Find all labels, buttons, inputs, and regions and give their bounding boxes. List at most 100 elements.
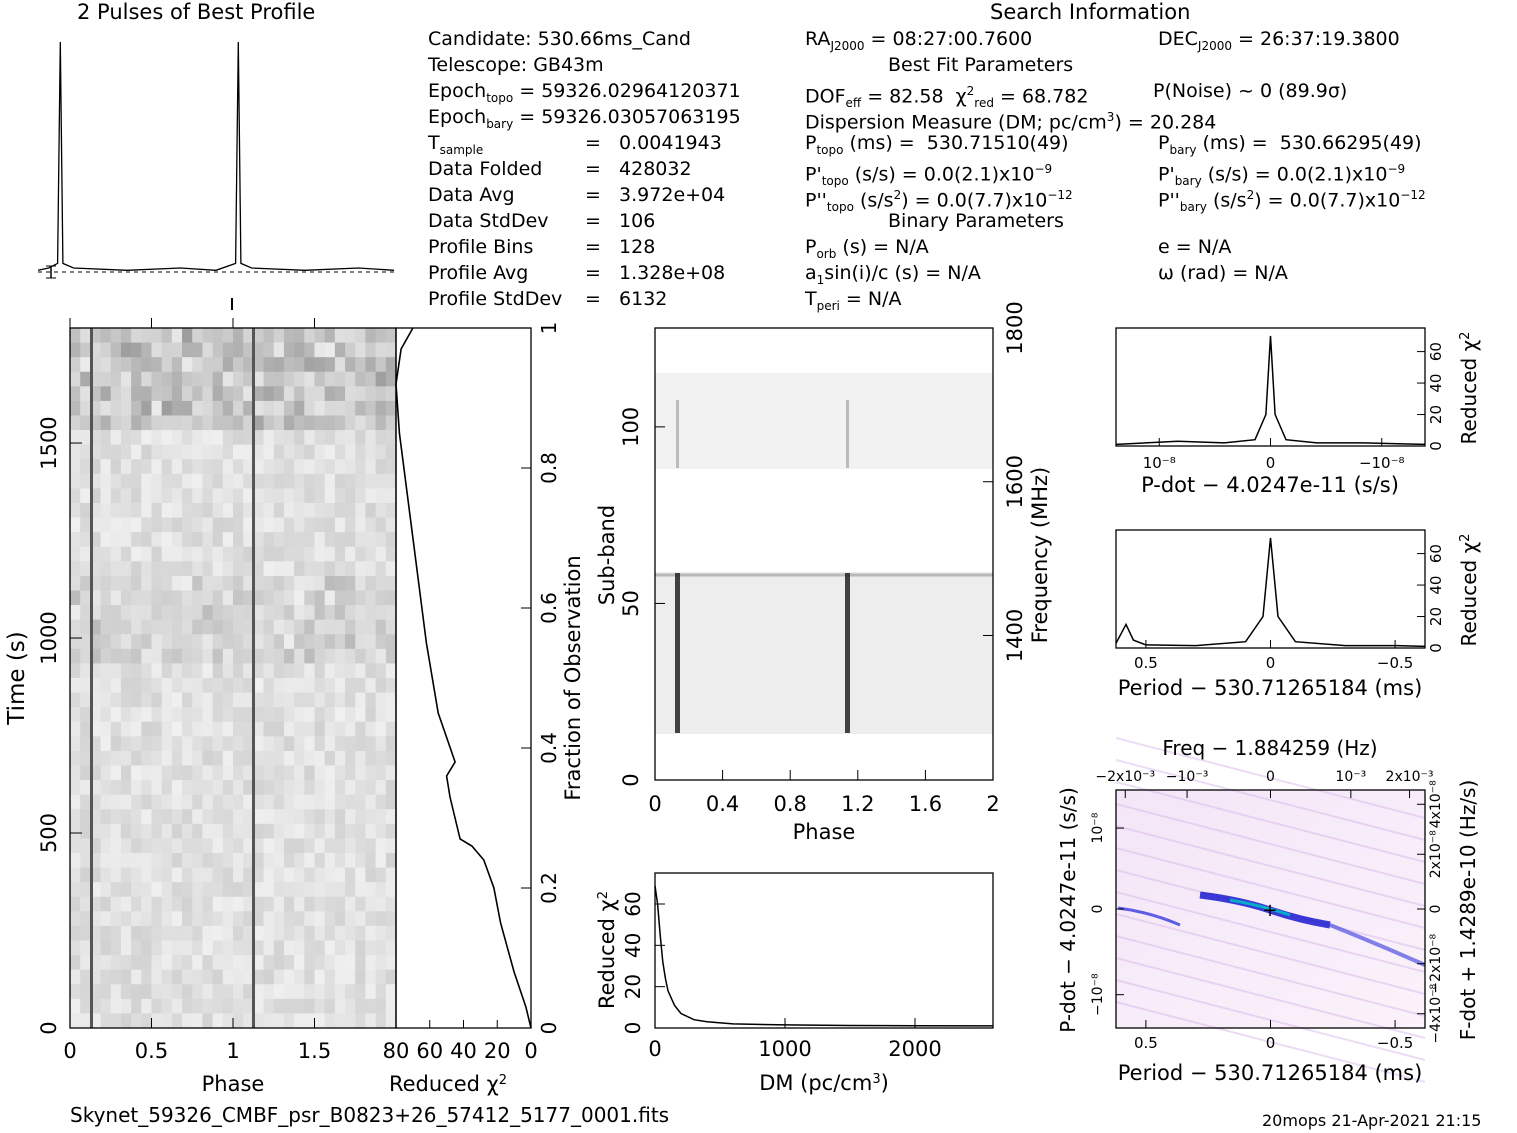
heatmap-cell bbox=[202, 955, 214, 971]
heatmap-cell bbox=[100, 503, 112, 518]
heatmap-cell bbox=[263, 357, 275, 373]
heatmap-cell bbox=[131, 925, 142, 941]
heatmap-cell bbox=[233, 473, 244, 489]
heatmap-cell bbox=[253, 532, 264, 548]
y-tick-label: 0 bbox=[619, 773, 643, 786]
pddot-bary-value: 0.0(7.7)x10 bbox=[1289, 189, 1401, 212]
heatmap-cell bbox=[263, 984, 275, 1000]
heatmap-cell bbox=[324, 721, 336, 737]
heatmap-cell bbox=[161, 400, 173, 416]
p-pdot-stripe bbox=[1115, 891, 1426, 973]
y-tick-label: 40 bbox=[1427, 576, 1445, 595]
heatmap-cell bbox=[263, 473, 275, 489]
x-tick-label: 2 bbox=[986, 792, 999, 816]
heatmap-cell bbox=[243, 969, 254, 985]
y-tick-label: 20 bbox=[1427, 607, 1445, 626]
heatmap-cell bbox=[70, 400, 81, 416]
heatmap-cell bbox=[345, 853, 356, 868]
heatmap-cell bbox=[161, 940, 173, 956]
heatmap-cell bbox=[192, 488, 203, 504]
heatmap-cell bbox=[263, 517, 275, 533]
heatmap-cell bbox=[90, 400, 101, 416]
heatmap-cell bbox=[243, 692, 254, 708]
heatmap-cell bbox=[385, 750, 397, 766]
heatmap-cell bbox=[263, 867, 275, 883]
x-tick-label: 0.5 bbox=[1134, 654, 1158, 672]
heatmap-cell bbox=[334, 750, 346, 766]
heatmap-cell bbox=[253, 503, 264, 518]
heatmap-cell bbox=[375, 532, 387, 548]
heatmap-cell bbox=[192, 328, 203, 343]
heatmap-cell bbox=[283, 386, 295, 402]
heatmap-cell bbox=[110, 794, 122, 810]
heatmap-cell bbox=[70, 794, 81, 810]
y-tick-label: 0 bbox=[537, 1022, 561, 1035]
heatmap-cell bbox=[385, 619, 397, 635]
heatmap-cell bbox=[192, 444, 203, 460]
heatmap-cell bbox=[110, 853, 122, 868]
heatmap-cell bbox=[263, 678, 275, 693]
heatmap-cell bbox=[90, 794, 101, 810]
heatmap-cell bbox=[345, 503, 356, 518]
heatmap-cell bbox=[161, 853, 173, 868]
heatmap-cell bbox=[314, 634, 326, 650]
heatmap-cell bbox=[182, 838, 193, 854]
heatmap-cell bbox=[90, 925, 101, 941]
heatmap-cell bbox=[182, 867, 193, 883]
heatmap-cell bbox=[375, 575, 387, 591]
heatmap-cell bbox=[110, 459, 122, 475]
heatmap-cell bbox=[141, 386, 152, 402]
heatmap-cell bbox=[263, 648, 275, 664]
heatmap-cell bbox=[110, 648, 122, 664]
heatmap-cell bbox=[375, 707, 387, 723]
heatmap-cell bbox=[80, 794, 91, 810]
heatmap-cell bbox=[222, 561, 234, 577]
heatmap-cell bbox=[171, 911, 183, 927]
heatmap-cell bbox=[375, 838, 387, 854]
heatmap-cell bbox=[161, 590, 173, 606]
heatmap-cell bbox=[233, 678, 244, 693]
heatmap-cell bbox=[365, 648, 377, 664]
heatmap-cell bbox=[253, 809, 264, 825]
heatmap-cell bbox=[233, 415, 244, 431]
heatmap-cell bbox=[182, 765, 193, 781]
heatmap-cell bbox=[334, 823, 346, 839]
heatmap-cell bbox=[375, 503, 387, 518]
heatmap-cell bbox=[202, 444, 214, 460]
heatmap-cell bbox=[131, 357, 142, 373]
heatmap-cell bbox=[131, 692, 142, 708]
frequency-ylabel: Frequency (MHz) bbox=[1028, 467, 1052, 643]
heatmap-cell bbox=[273, 605, 285, 621]
heatmap-cell bbox=[243, 371, 254, 387]
heatmap-cell bbox=[243, 911, 254, 927]
heatmap-cell bbox=[365, 692, 377, 708]
heatmap-cell bbox=[334, 400, 346, 416]
heatmap-cell bbox=[233, 809, 244, 825]
time-phase-heatmap bbox=[70, 328, 397, 1029]
heatmap-cell bbox=[131, 371, 142, 387]
heatmap-cell bbox=[243, 984, 254, 1000]
heatmap-cell bbox=[151, 736, 163, 752]
heatmap-cell bbox=[345, 386, 356, 402]
heatmap-cell bbox=[151, 488, 163, 504]
heatmap-cell bbox=[385, 503, 397, 518]
heatmap-cell bbox=[110, 809, 122, 825]
heatmap-cell bbox=[202, 780, 214, 796]
heatmap-cell bbox=[202, 575, 214, 591]
heatmap-cell bbox=[233, 955, 244, 971]
heatmap-cell bbox=[253, 750, 264, 766]
heatmap-cell bbox=[324, 955, 336, 971]
tsample-value-line: = 0.0041943 bbox=[585, 132, 722, 154]
heatmap-cell bbox=[233, 896, 244, 912]
heatmap-cell bbox=[294, 634, 305, 650]
heatmap-cell bbox=[385, 605, 397, 621]
heatmap-cell bbox=[151, 590, 163, 606]
heatmap-cell bbox=[294, 692, 305, 708]
heatmap-cell bbox=[80, 780, 91, 796]
heatmap-cell bbox=[273, 692, 285, 708]
x-tick-label: 40 bbox=[450, 1039, 477, 1063]
x-tick-label: 0.4 bbox=[706, 792, 739, 816]
heatmap-cell bbox=[131, 648, 142, 664]
heatmap-cell bbox=[345, 400, 356, 416]
